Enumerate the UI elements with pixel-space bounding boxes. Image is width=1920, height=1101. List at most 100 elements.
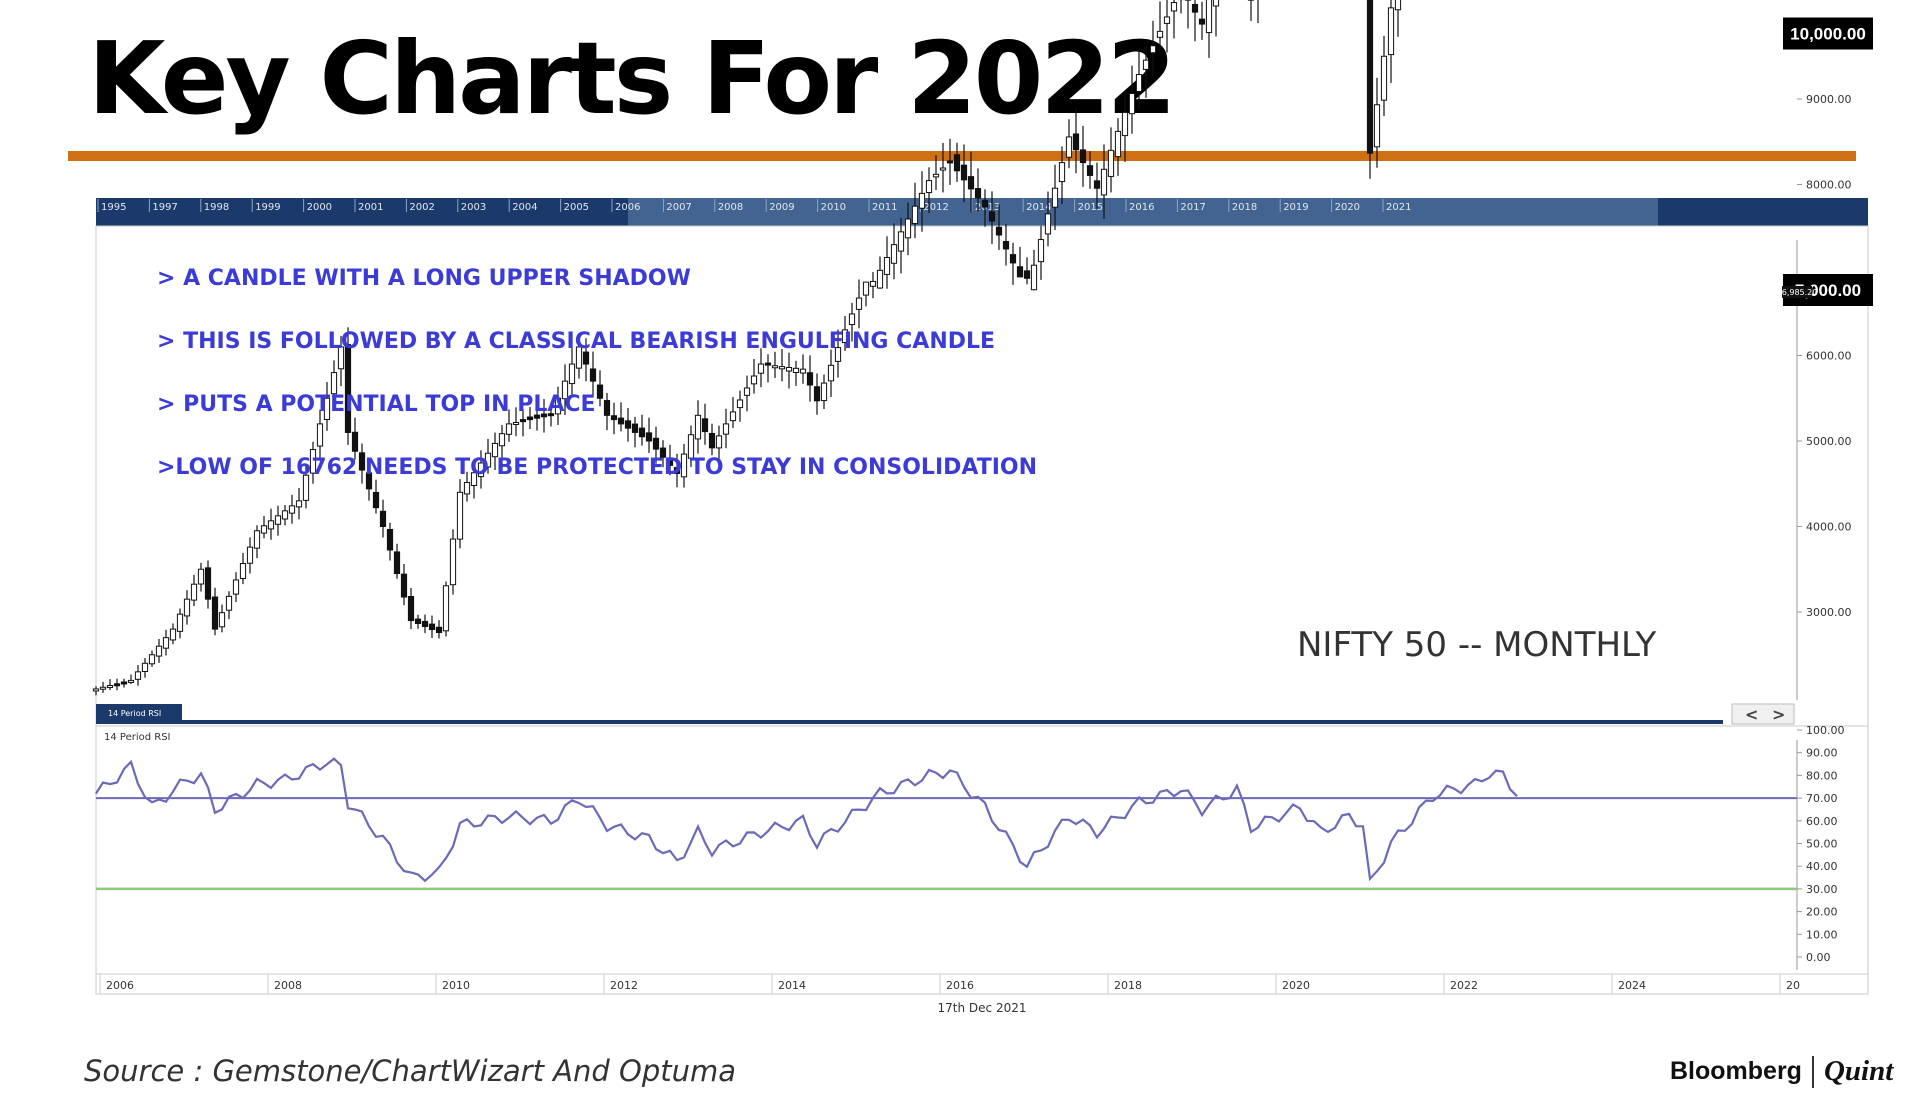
candle-body bbox=[827, 364, 835, 382]
navigator-year: 1997 bbox=[152, 202, 177, 213]
candle-body bbox=[554, 397, 562, 415]
candle-body bbox=[631, 423, 639, 433]
price-pane bbox=[95, 225, 1869, 727]
candle-body bbox=[645, 432, 653, 442]
rsi-tab[interactable] bbox=[96, 704, 182, 720]
candle-body bbox=[176, 613, 184, 632]
x-tick-label: 2020 bbox=[1282, 979, 1310, 992]
candle-body bbox=[1037, 239, 1045, 263]
candle-body bbox=[575, 346, 583, 369]
candle-body bbox=[323, 397, 331, 421]
candle-body bbox=[1212, 0, 1220, 7]
source-note: Source : Gemstone/ChartWizart And Optuma bbox=[84, 1054, 737, 1088]
candle-body bbox=[190, 583, 198, 601]
candle-body bbox=[281, 510, 289, 520]
candle-body bbox=[449, 538, 457, 586]
candle-body bbox=[253, 530, 261, 549]
candle-body bbox=[1058, 162, 1066, 183]
annotation-list: > A CANDLE WITH A LONG UPPER SHADOW > THI… bbox=[157, 266, 1037, 480]
candle-body bbox=[484, 452, 492, 468]
candle-body bbox=[183, 598, 191, 617]
candle-body bbox=[988, 211, 996, 222]
x-tick-label: 2012 bbox=[610, 979, 638, 992]
candle-body bbox=[568, 363, 576, 385]
candle-body bbox=[834, 347, 842, 362]
rsi-tab-label: 14 Period RSI bbox=[108, 709, 161, 718]
candle-body bbox=[1114, 130, 1122, 158]
navigator-year: 1999 bbox=[255, 202, 280, 213]
slide-title: Key Charts For 2022 bbox=[88, 20, 1176, 137]
rsi-tick-label: 30.00 bbox=[1806, 883, 1838, 896]
navigator-year: 2011 bbox=[872, 202, 897, 213]
candle-body bbox=[400, 573, 408, 598]
candle-body bbox=[99, 686, 107, 690]
scroll-right-button[interactable]: > bbox=[1772, 705, 1785, 724]
rsi-tick-label: 90.00 bbox=[1806, 747, 1838, 760]
candle-body bbox=[519, 419, 527, 423]
candle-body bbox=[1394, 0, 1402, 11]
navigator-year: 2009 bbox=[769, 202, 794, 213]
candle-body bbox=[1128, 92, 1136, 115]
annotation-line: > THIS IS FOLLOWED BY A CLASSICAL BEARIS… bbox=[157, 329, 995, 354]
navigator-year: 2003 bbox=[461, 202, 486, 213]
annotation-line: > PUTS A POTENTIAL TOP IN PLACE bbox=[157, 392, 596, 417]
navigator-year: 2014 bbox=[1026, 202, 1051, 213]
navigator-window[interactable] bbox=[628, 198, 1658, 226]
candle-body bbox=[918, 192, 926, 209]
rsi-tick-label: 60.00 bbox=[1806, 815, 1838, 828]
candle-body bbox=[652, 437, 660, 450]
x-tick-label: 2008 bbox=[274, 979, 302, 992]
candle-body bbox=[1065, 136, 1073, 158]
candle-body bbox=[372, 491, 380, 509]
price-tick-label: 8000.00 bbox=[1806, 179, 1852, 192]
navigator-year: 1998 bbox=[204, 202, 229, 213]
candle-body bbox=[995, 226, 1003, 236]
navigator-year: 2017 bbox=[1180, 202, 1205, 213]
candle-body bbox=[659, 447, 667, 458]
navigator-year: 2015 bbox=[1078, 202, 1103, 213]
candle-body bbox=[617, 417, 625, 425]
candle-body bbox=[365, 472, 373, 490]
navigator-year: 2012 bbox=[923, 202, 948, 213]
candle-body bbox=[386, 528, 394, 551]
candle-body bbox=[92, 688, 100, 692]
candle-body bbox=[526, 416, 534, 421]
candle-body bbox=[211, 596, 219, 630]
annotation-line: > A CANDLE WITH A LONG UPPER SHADOW bbox=[157, 266, 691, 291]
candle-body bbox=[813, 386, 821, 402]
candle-body bbox=[540, 413, 548, 418]
candle-body bbox=[757, 363, 765, 374]
candle-body bbox=[225, 595, 233, 611]
rsi-tick-label: 50.00 bbox=[1806, 838, 1838, 851]
candle-body bbox=[967, 176, 975, 190]
candle-body bbox=[204, 567, 212, 600]
title-rule bbox=[68, 151, 1856, 161]
candle-body bbox=[638, 427, 646, 438]
candle-body bbox=[1373, 104, 1381, 148]
rsi-tick-label: 100.00 bbox=[1806, 724, 1845, 737]
x-tick-label: 2024 bbox=[1618, 979, 1646, 992]
candle-body bbox=[351, 431, 359, 452]
x-axis: 2006 2008 2010 2012 2014 2016 2018 2020 2022 2024… bbox=[99, 974, 1800, 994]
candle-body bbox=[218, 612, 226, 628]
scroll-nav bbox=[1731, 703, 1795, 725]
candle-body bbox=[785, 366, 793, 372]
candle-body bbox=[470, 472, 478, 486]
candle-body bbox=[771, 365, 779, 369]
candle-body bbox=[316, 423, 324, 447]
candle-body bbox=[806, 372, 814, 386]
candle-body bbox=[925, 180, 933, 194]
candle-body bbox=[1121, 111, 1129, 137]
candle-body bbox=[974, 188, 982, 199]
scroll-left-button[interactable]: < bbox=[1745, 705, 1758, 724]
candle-body bbox=[694, 414, 702, 440]
x-tick-label: 2016 bbox=[946, 979, 974, 992]
navigator-year: 2020 bbox=[1335, 202, 1360, 213]
candle-body bbox=[533, 414, 541, 419]
navigator-year: 2018 bbox=[1232, 202, 1257, 213]
candle-body bbox=[442, 585, 450, 632]
rsi-pane bbox=[95, 725, 1869, 995]
candle-body bbox=[344, 344, 352, 433]
candle-body bbox=[1072, 133, 1080, 151]
candle-body bbox=[1380, 55, 1388, 101]
